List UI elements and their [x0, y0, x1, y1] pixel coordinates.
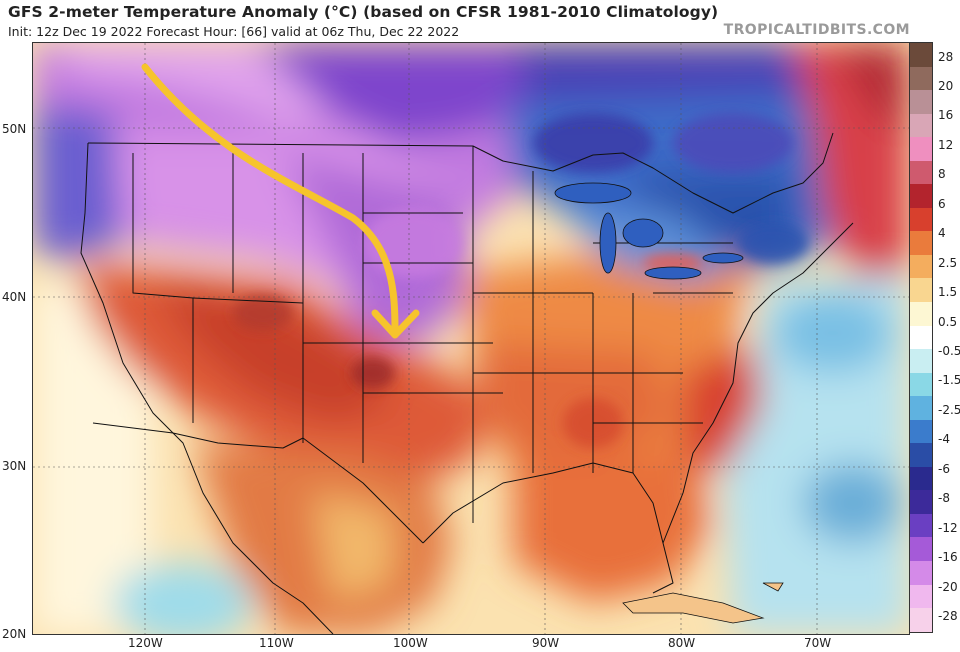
colorbar-swatch — [910, 90, 932, 114]
lon-label-70w: 70W — [804, 636, 832, 650]
colorbar-label: 12 — [938, 138, 954, 152]
colorbar-label: 8 — [938, 167, 946, 181]
cold-air-path-arrow — [141, 63, 420, 339]
colorbar-swatch — [910, 207, 932, 232]
lon-label-90w: 90W — [532, 636, 560, 650]
colorbar-label: 6 — [938, 197, 946, 211]
colorbar-swatch — [910, 608, 932, 632]
colorbar-label: -16 — [938, 550, 958, 564]
colorbar-label: 4 — [938, 226, 946, 240]
colorbar-swatch — [910, 302, 932, 326]
lat-label-30n: 30N — [2, 459, 27, 473]
colorbar-label: -6 — [938, 462, 950, 476]
colorbar-label: 16 — [938, 108, 954, 122]
colorbar-swatch — [910, 66, 932, 91]
colorbar-swatch — [910, 43, 932, 67]
graticule — [33, 43, 909, 634]
lat-label-50n: 50N — [2, 122, 27, 136]
colorbar-swatch — [910, 561, 932, 585]
colorbar-swatch — [910, 419, 932, 444]
temperature-anomaly-map — [32, 42, 910, 635]
colorbar-label: 2.5 — [938, 256, 958, 270]
colorbar-label: 28 — [938, 50, 954, 64]
colorbar-swatch — [910, 466, 932, 491]
political-boundaries — [80, 132, 854, 634]
colorbar — [909, 42, 933, 633]
colorbar-label: 20 — [938, 79, 954, 93]
lon-label-120w: 120W — [128, 636, 163, 650]
lat-label-40n: 40N — [2, 290, 27, 304]
colorbar-swatch — [910, 584, 932, 609]
lon-label-80w: 80W — [668, 636, 696, 650]
colorbar-swatch — [910, 160, 932, 185]
colorbar-label: -20 — [938, 580, 958, 594]
source-credit: TROPICALTIDBITS.COM — [723, 22, 910, 38]
colorbar-swatch — [910, 372, 932, 397]
colorbar-swatch — [910, 443, 932, 467]
colorbar-swatch — [910, 254, 932, 279]
colorbar-label: 0.5 — [938, 315, 958, 329]
lon-label-110w: 110W — [259, 636, 294, 650]
great-lakes — [554, 182, 744, 280]
colorbar-swatch — [910, 325, 932, 350]
map-title: GFS 2-meter Temperature Anomaly (°C) (ba… — [8, 3, 719, 21]
colorbar-swatch — [910, 184, 932, 208]
lon-label-100w: 100W — [393, 636, 428, 650]
forecast-info: Init: 12z Dec 19 2022 Forecast Hour: [66… — [8, 24, 460, 39]
colorbar-swatch — [910, 349, 932, 373]
colorbar-label: -8 — [938, 491, 950, 505]
colorbar-swatch — [910, 490, 932, 514]
lat-label-20n: 20N — [2, 627, 27, 641]
colorbar-label: 1.5 — [938, 285, 958, 299]
colorbar-label: -2.5 — [938, 403, 960, 417]
colorbar-label: -12 — [938, 521, 958, 535]
colorbar-label: -4 — [938, 432, 950, 446]
colorbar-label: -0.5 — [938, 344, 960, 358]
colorbar-swatch — [910, 113, 932, 138]
colorbar-swatch — [910, 537, 932, 562]
colorbar-swatch — [910, 278, 932, 303]
caribbean-islands — [622, 582, 784, 624]
colorbar-swatch — [910, 513, 932, 538]
colorbar-swatch — [910, 137, 932, 161]
colorbar-swatch — [910, 396, 932, 420]
colorbar-label: -1.5 — [938, 373, 960, 387]
colorbar-label: -28 — [938, 609, 958, 623]
colorbar-swatch — [910, 231, 932, 255]
